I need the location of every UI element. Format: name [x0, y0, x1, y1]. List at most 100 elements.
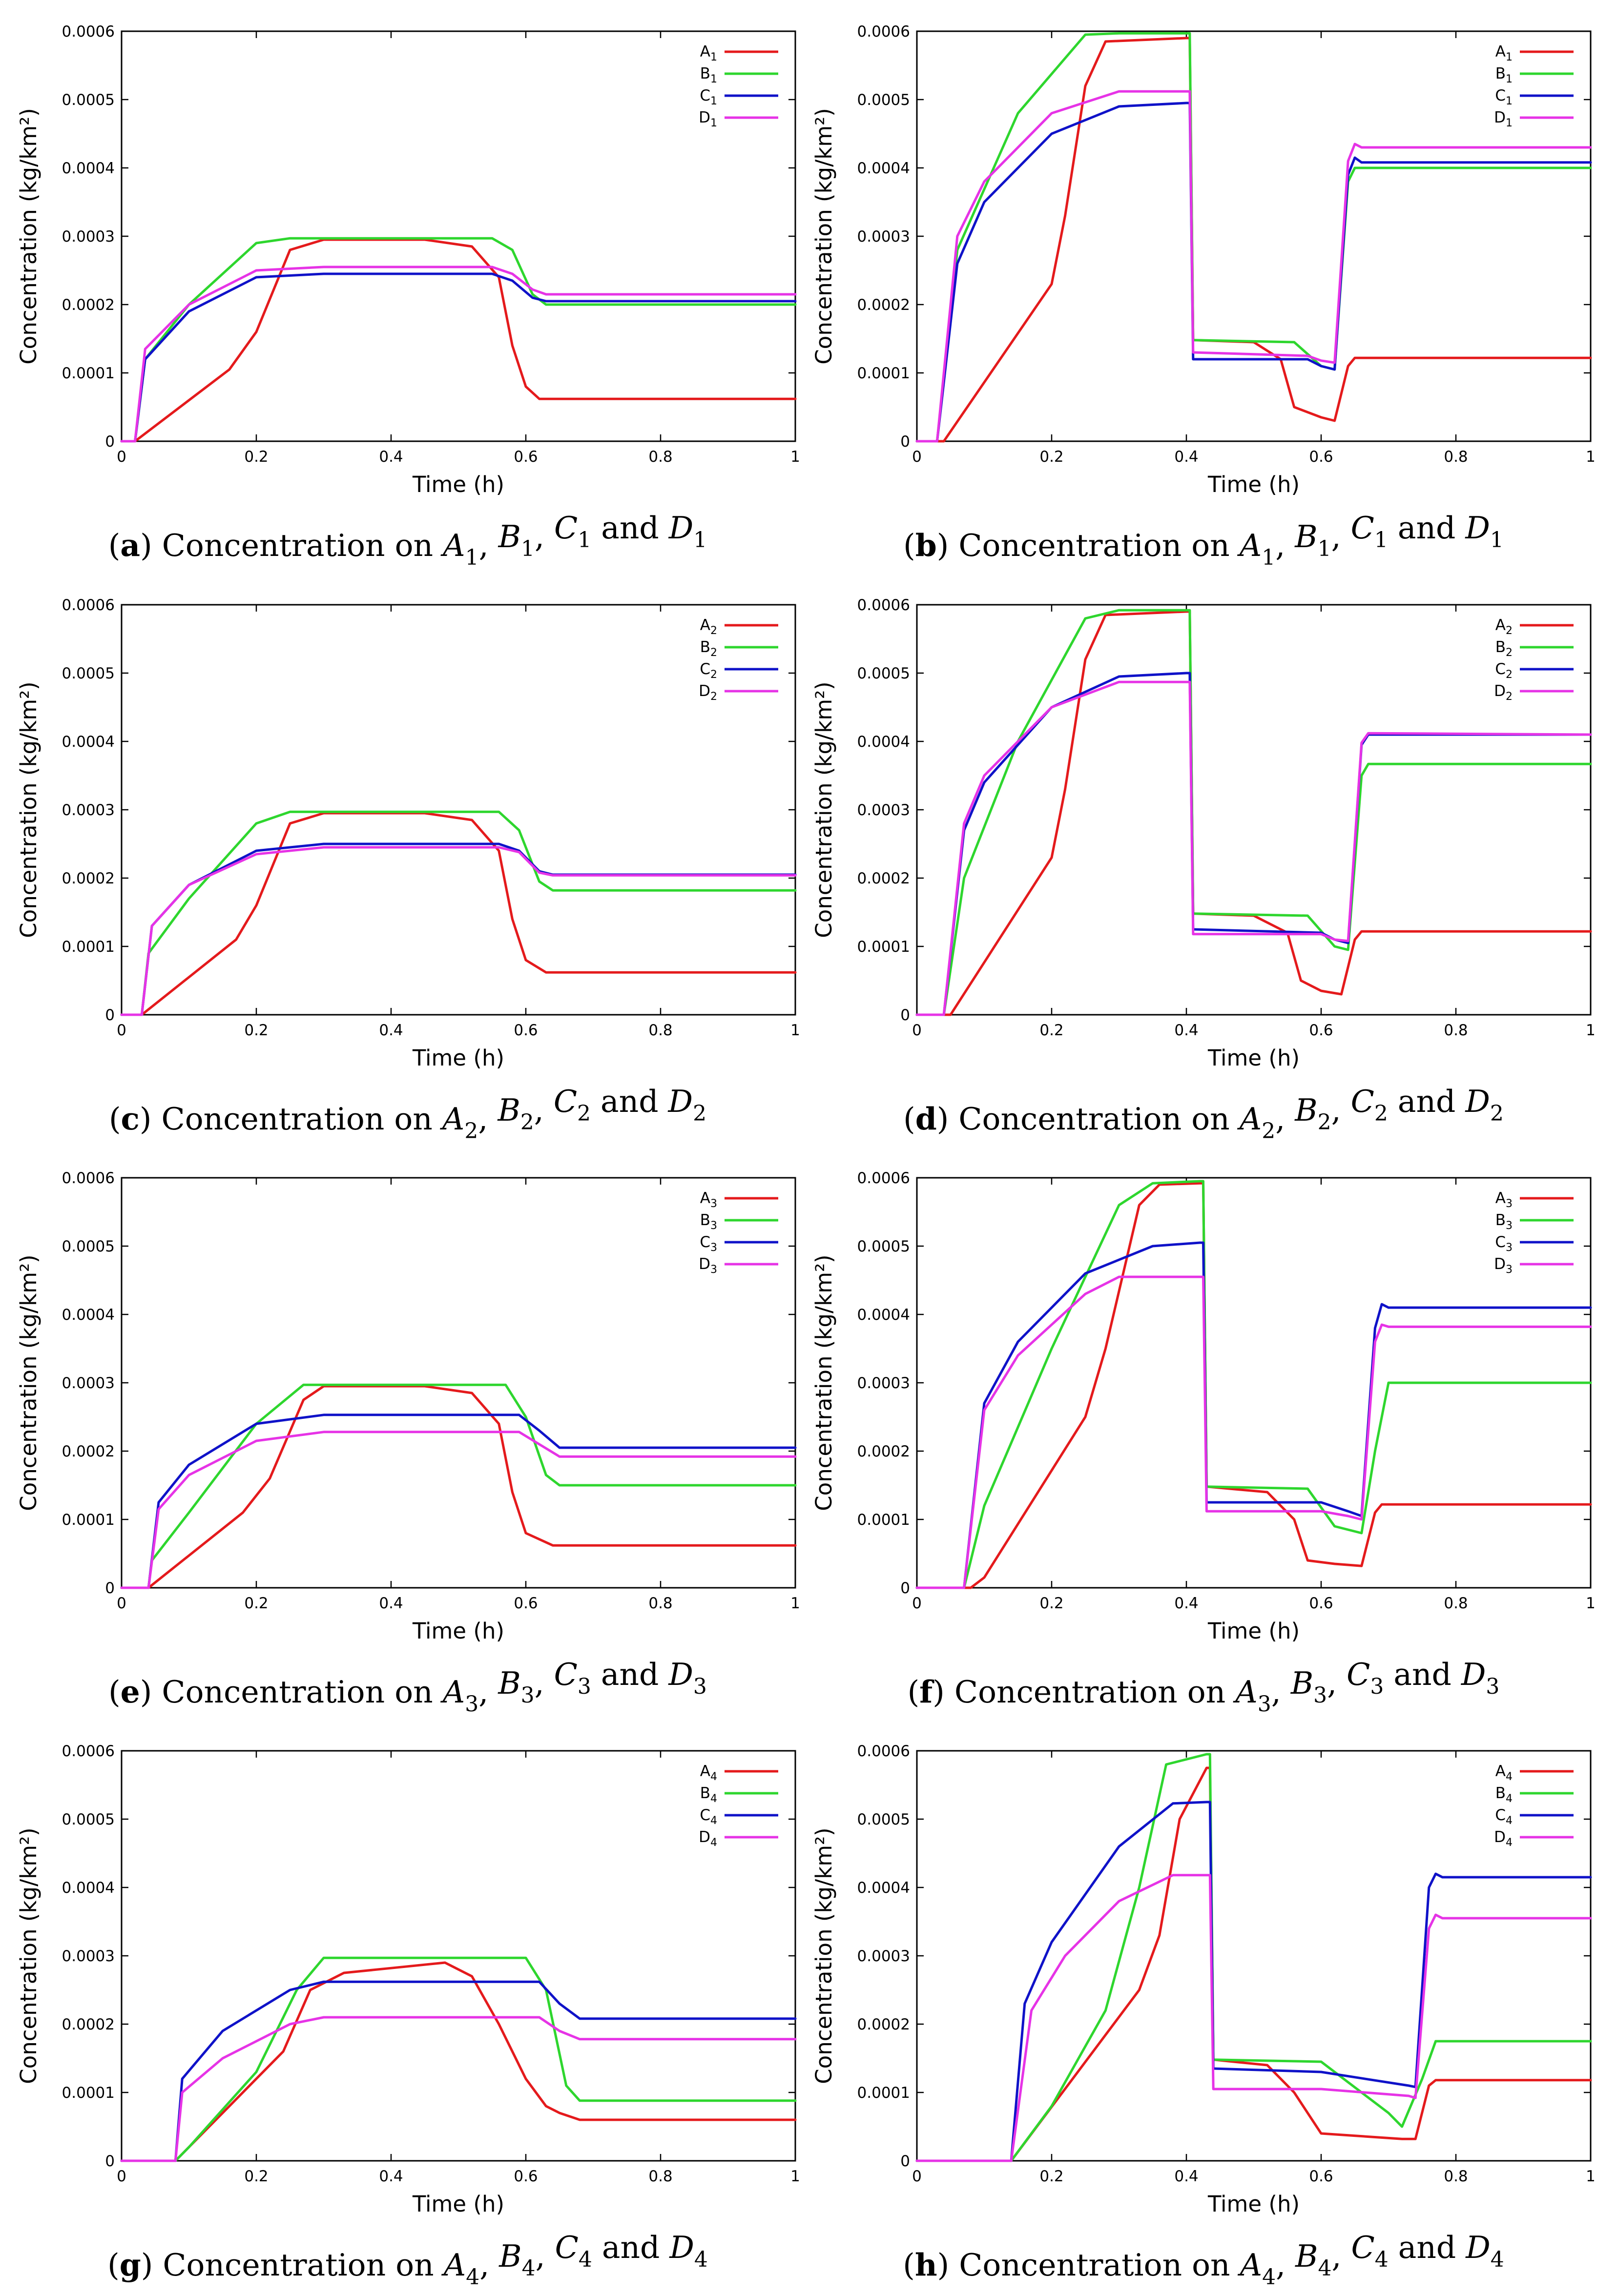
y-tick-label: 0.0005	[62, 91, 115, 109]
legend-label-B3: B3	[1495, 1211, 1513, 1232]
legend-label-D4: D4	[699, 1828, 717, 1849]
y-tick-label: 0.0004	[62, 1306, 115, 1324]
x-tick-label: 0	[117, 1022, 126, 1039]
y-axis-label: Concentration (kg/km²)	[811, 108, 837, 364]
y-tick-label: 0.0005	[62, 1811, 115, 1828]
x-tick-label: 0.6	[514, 2168, 538, 2185]
panel-caption: (e) Concentration on A3, B3, C3 and D3	[108, 1657, 707, 1717]
series-line-A3	[120, 1385, 797, 1589]
panel-caption: (a) Concentration on A1, B1, C1 and D1	[108, 510, 707, 570]
series-line-D1	[915, 90, 1592, 443]
y-axis-label: Concentration (kg/km²)	[811, 1827, 837, 2084]
x-tick-label: 0.4	[1174, 2168, 1198, 2185]
series-line-D2	[915, 680, 1592, 1016]
series-line-D4	[120, 2016, 797, 2162]
y-tick-label: 0.0006	[62, 1742, 115, 1760]
legend-label-D2: D2	[699, 682, 717, 703]
x-tick-label: 0.6	[514, 1022, 538, 1039]
chart-panel-a: 0 0.2 0.4 0.6 0.8 1 0 0.0001 0.0002 0.0003 0.0004 0…	[16, 23, 800, 570]
y-tick-label: 0.0004	[62, 160, 115, 177]
y-tick-label: 0	[900, 1006, 910, 1024]
legend-label-C4: C4	[700, 1806, 717, 1827]
y-tick-label: 0.0001	[62, 2084, 115, 2102]
legend-label-D1: D1	[1494, 109, 1513, 129]
x-tick-label: 0.8	[648, 2168, 672, 2185]
x-tick-label: 1	[790, 1022, 800, 1039]
x-tick-label: 0	[912, 448, 922, 466]
y-tick-label: 0.0006	[62, 1169, 115, 1187]
plot-frame	[121, 30, 796, 442]
x-axis-label: Time (h)	[412, 472, 504, 497]
legend-label-D3: D3	[1494, 1255, 1513, 1276]
x-tick-label: 1	[1586, 1595, 1596, 1612]
y-tick-label: 0.0002	[62, 296, 115, 314]
series-line-D4	[915, 1874, 1592, 2162]
x-tick-label: 1	[1586, 448, 1596, 466]
y-tick-label: 0.0006	[62, 23, 115, 41]
y-tick-label: 0.0002	[857, 296, 910, 314]
panel-caption: (d) Concentration on A2, B2, C2 and D2	[903, 1084, 1504, 1144]
y-tick-label: 0.0003	[62, 228, 115, 246]
legend-label-B2: B2	[1495, 638, 1513, 659]
legend-label-B4: B4	[1495, 1784, 1513, 1805]
x-tick-label: 1	[790, 448, 800, 466]
x-axis-label: Time (h)	[1207, 472, 1300, 497]
x-tick-label: 0.6	[1309, 448, 1333, 466]
x-tick-label: 0.2	[244, 2168, 268, 2185]
panel-caption: (g) Concentration on A4, B4, C4 and D4	[107, 2230, 708, 2290]
legend-label-C1: C1	[1495, 87, 1513, 107]
series-line-A4	[120, 1961, 797, 2162]
series-line-A3	[915, 1182, 1592, 1589]
series-line-B2	[915, 609, 1592, 1016]
x-tick-label: 0.8	[1444, 1595, 1468, 1612]
x-tick-label: 0.2	[1039, 1595, 1063, 1612]
legend-label-A3: A3	[1495, 1189, 1513, 1210]
x-axis-label: Time (h)	[1207, 1618, 1300, 1644]
y-tick-label: 0.0005	[857, 1811, 910, 1828]
panel-caption: (b) Concentration on A1, B1, C1 and D1	[903, 510, 1504, 570]
y-tick-label: 0.0002	[62, 1443, 115, 1460]
y-tick-label: 0.0001	[62, 1511, 115, 1529]
plot-frame	[916, 30, 1592, 442]
legend-label-B3: B3	[700, 1211, 717, 1232]
x-tick-label: 0.2	[244, 1595, 268, 1612]
y-tick-label: 0	[900, 433, 910, 451]
series-line-A1	[915, 37, 1592, 443]
y-tick-label: 0.0002	[62, 2016, 115, 2033]
y-tick-label: 0.0006	[62, 596, 115, 614]
x-tick-label: 0.2	[244, 448, 268, 466]
series-line-B3	[915, 1180, 1592, 1589]
plot-frame	[121, 604, 796, 1016]
y-tick-label: 0.0006	[857, 596, 910, 614]
legend-label-B1: B1	[1495, 65, 1513, 85]
y-tick-label: 0.0004	[857, 733, 910, 751]
y-tick-label: 0.0006	[857, 1169, 910, 1187]
chart-panel-c: 0 0.2 0.4 0.6 0.8 1 0 0.0001 0.0002 0.0003 0.0004 0…	[16, 596, 800, 1144]
series-line-B4	[120, 1956, 797, 2162]
x-axis-label: Time (h)	[412, 2191, 504, 2217]
y-tick-label: 0.0006	[857, 23, 910, 41]
y-tick-label: 0.0001	[857, 365, 910, 382]
legend-label-C2: C2	[1495, 660, 1513, 681]
chart-panel-h: 0 0.2 0.4 0.6 0.8 1 0 0.0001 0.0002 0.0003 0.0004 0…	[811, 1742, 1596, 2290]
plot-frame	[121, 1750, 796, 2162]
series-line-A4	[915, 1766, 1592, 2162]
x-tick-label: 0.2	[244, 1022, 268, 1039]
x-tick-label: 1	[1586, 1022, 1596, 1039]
y-axis-label: Concentration (kg/km²)	[16, 108, 41, 364]
legend-label-A3: A3	[700, 1189, 717, 1210]
x-axis-label: Time (h)	[1207, 2191, 1300, 2217]
x-tick-label: 1	[790, 2168, 800, 2185]
y-tick-label: 0	[900, 1579, 910, 1597]
y-tick-label: 0.0005	[62, 1238, 115, 1255]
legend-label-B4: B4	[700, 1784, 717, 1805]
y-axis-label: Concentration (kg/km²)	[16, 1254, 41, 1511]
y-tick-label: 0.0003	[857, 228, 910, 246]
y-tick-label: 0.0001	[857, 2084, 910, 2102]
y-axis-label: Concentration (kg/km²)	[16, 1827, 41, 2084]
x-tick-label: 0.6	[514, 448, 538, 466]
legend-label-A2: A2	[1495, 616, 1513, 637]
panel-caption: (h) Concentration on A4, B4, C4 and D4	[903, 2230, 1504, 2290]
y-axis-label: Concentration (kg/km²)	[811, 1254, 837, 1511]
